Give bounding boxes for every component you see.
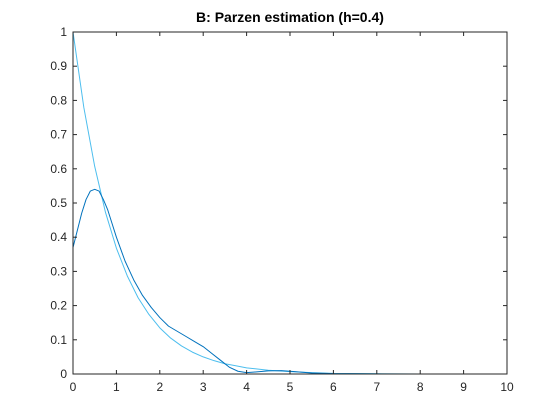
y-tick-label: 0.6 [50, 162, 67, 176]
x-tick-label: 5 [287, 380, 294, 394]
chart-title: B: Parzen estimation (h=0.4) [196, 9, 384, 25]
y-tick-label: 1 [60, 25, 67, 39]
y-tick-label: 0.5 [50, 196, 67, 210]
x-tick-label: 8 [417, 380, 424, 394]
x-tick-label: 4 [243, 380, 250, 394]
y-tick-label: 0.7 [50, 128, 67, 142]
y-tick-label: 0 [60, 367, 67, 381]
x-tick-label: 2 [156, 380, 163, 394]
series-line-2 [72, 188, 507, 375]
x-tick-label: 1 [113, 380, 120, 394]
ticks-layer: 0 1 2 3 4 5 6 7 8 9 10 0 0.1 0.2 0.3 0.4 0.5 0.6 0.7 0.8 0.9… [50, 25, 514, 394]
x-tick-label: 6 [330, 380, 337, 394]
y-tick-label: 0.9 [50, 59, 67, 73]
y-tick-label: 0.8 [50, 93, 67, 107]
x-tick-label: 10 [500, 380, 514, 394]
x-tick-label: 3 [200, 380, 207, 394]
y-tick-label: 0.3 [50, 264, 67, 278]
x-tick-label: 0 [70, 380, 77, 394]
plot-area [73, 32, 507, 374]
y-tick-label: 0.1 [50, 333, 67, 347]
x-tick-label: 9 [460, 380, 467, 394]
x-tick-label: 7 [373, 380, 380, 394]
y-tick-label: 0.4 [50, 230, 67, 244]
y-tick-label: 0.2 [50, 299, 67, 313]
